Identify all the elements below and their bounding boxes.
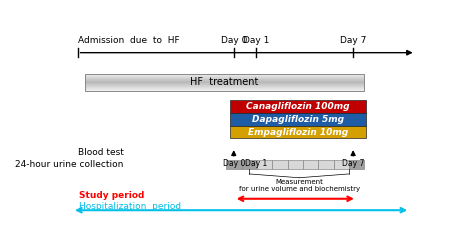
Bar	[85, 80, 364, 81]
Bar	[85, 85, 364, 86]
Bar	[288, 160, 303, 169]
Bar	[85, 78, 364, 79]
Text: Day 0: Day 0	[223, 159, 245, 168]
Text: Canagliflozin 100mg: Canagliflozin 100mg	[246, 102, 350, 111]
Bar	[334, 160, 349, 169]
Bar	[85, 83, 364, 84]
Bar	[303, 160, 318, 169]
Text: Hospitalization  period: Hospitalization period	[80, 202, 182, 211]
Text: Day 1: Day 1	[243, 36, 269, 45]
Bar	[85, 86, 364, 87]
Bar	[230, 113, 366, 126]
Bar	[85, 75, 364, 76]
Text: HF  treatment: HF treatment	[191, 77, 259, 87]
Bar	[85, 74, 364, 75]
Bar	[227, 160, 242, 169]
Bar	[85, 79, 364, 80]
Text: 24-hour urine collection: 24-hour urine collection	[15, 160, 124, 169]
Bar	[85, 88, 364, 89]
Bar	[85, 76, 364, 77]
Bar	[257, 160, 272, 169]
Bar	[85, 82, 364, 83]
Text: Day 1: Day 1	[245, 159, 267, 168]
Text: Study period: Study period	[80, 191, 145, 200]
Bar	[230, 100, 366, 113]
Text: Blood test: Blood test	[78, 149, 124, 157]
Bar	[349, 160, 364, 169]
Bar	[272, 160, 288, 169]
Bar	[242, 160, 257, 169]
Bar	[85, 90, 364, 91]
Text: Day 0: Day 0	[220, 36, 247, 45]
Bar	[85, 74, 364, 91]
Text: Day 7: Day 7	[342, 159, 365, 168]
Text: Admission  due  to  HF: Admission due to HF	[78, 36, 179, 45]
Text: Day 7: Day 7	[340, 36, 366, 45]
Bar	[85, 77, 364, 78]
Bar	[85, 89, 364, 90]
Bar	[230, 126, 366, 138]
Bar	[85, 81, 364, 82]
Text: Measurement
for urine volume and biochemistry: Measurement for urine volume and biochem…	[238, 179, 360, 192]
Bar	[318, 160, 334, 169]
Bar	[85, 84, 364, 85]
Text: Dapagliflozin 5mg: Dapagliflozin 5mg	[252, 115, 344, 124]
Bar	[85, 87, 364, 88]
Text: Empagliflozin 10mg: Empagliflozin 10mg	[248, 128, 348, 137]
